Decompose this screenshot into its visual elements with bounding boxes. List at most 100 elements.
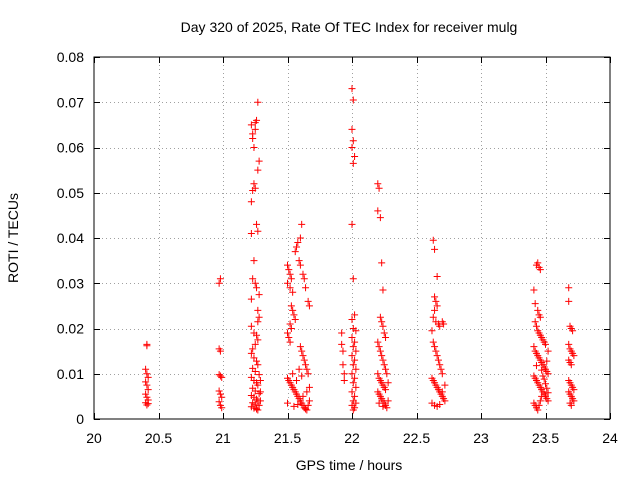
data-point: [384, 397, 392, 405]
data-point: [296, 234, 304, 242]
grid: [94, 57, 610, 419]
data-point: [376, 313, 384, 321]
data-point: [143, 342, 151, 350]
data-point: [287, 325, 295, 332]
data-point: [303, 406, 311, 414]
data-point: [250, 257, 258, 265]
x-tick-label: 21.5: [274, 430, 301, 446]
data-point: [294, 239, 302, 247]
x-tick-label: 20.5: [145, 430, 172, 446]
data-point: [340, 377, 348, 385]
data-point: [142, 390, 150, 398]
data-point: [251, 387, 259, 395]
x-tick-label: 23.5: [532, 430, 559, 446]
data-point: [543, 384, 551, 392]
y-tick-label: 0.06: [57, 140, 84, 156]
data-point: [299, 392, 307, 400]
data-point: [303, 365, 311, 373]
data-point: [431, 343, 439, 351]
data-point: [250, 144, 258, 151]
x-tick-label: 22: [344, 430, 360, 446]
data-point: [215, 398, 223, 406]
data-point: [247, 121, 255, 129]
data-point: [284, 279, 291, 287]
data-point: [247, 349, 255, 357]
data-point: [565, 340, 573, 348]
data-point: [382, 365, 390, 373]
data-point: [433, 352, 441, 360]
data-point: [379, 402, 387, 410]
data-point: [253, 395, 261, 403]
data-point: [143, 401, 151, 409]
data-point: [349, 159, 357, 167]
data-point: [302, 405, 310, 413]
data-point: [379, 322, 387, 330]
data-point: [295, 257, 303, 265]
data-point: [253, 331, 261, 339]
x-tick-label: 22.5: [403, 430, 430, 446]
data-point: [384, 379, 392, 387]
data-point: [544, 397, 552, 405]
data-point: [249, 275, 257, 283]
data-point: [534, 259, 542, 267]
data-point: [429, 236, 437, 244]
data-point: [255, 390, 263, 398]
data-point: [255, 313, 263, 321]
data-point: [348, 334, 356, 342]
data-point: [251, 340, 259, 348]
data-point: [376, 214, 384, 222]
data-point: [351, 392, 359, 400]
data-point: [255, 371, 263, 379]
data-point: [351, 374, 359, 382]
data-point: [216, 275, 224, 283]
data-point: [254, 406, 262, 414]
data-point: [352, 327, 360, 335]
data-point: [349, 275, 357, 283]
data-point: [293, 377, 301, 385]
data-point: [383, 404, 391, 412]
x-tick-label: 20: [86, 430, 102, 446]
data-point: [536, 266, 544, 274]
data-point: [339, 361, 347, 369]
data-point: [569, 327, 577, 335]
x-axis-label: GPS time / hours: [296, 457, 403, 473]
data-point: [291, 315, 299, 323]
data-point: [285, 334, 293, 342]
y-tick-label: 0.01: [57, 366, 84, 382]
data-point: [247, 295, 255, 303]
data-point: [437, 365, 445, 373]
data-point: [254, 98, 262, 106]
data-point: [300, 356, 308, 364]
data-point: [296, 261, 304, 269]
data-point: [440, 320, 448, 328]
data-point: [348, 220, 356, 228]
y-tick-label: 0.07: [57, 94, 84, 110]
data-point: [291, 248, 299, 256]
y-tick-label: 0.02: [57, 321, 84, 337]
data-point: [294, 401, 302, 409]
data-point: [255, 157, 263, 165]
data-point: [251, 125, 259, 133]
data-point: [305, 302, 313, 310]
data-point: [534, 306, 542, 314]
data-point: [376, 347, 384, 355]
data-point: [254, 361, 262, 369]
y-tick-label: 0.08: [57, 49, 84, 65]
data-point: [304, 401, 312, 409]
data-point: [256, 377, 264, 385]
data-point: [431, 245, 439, 253]
data-point: [378, 352, 386, 360]
data-point: [433, 302, 441, 310]
data-point: [253, 220, 261, 228]
data-point: [379, 286, 387, 294]
data-point: [290, 311, 298, 319]
data-point: [298, 347, 306, 355]
data-point: [254, 336, 262, 344]
data-point: [299, 352, 307, 360]
data-point: [428, 327, 436, 335]
data-point: [570, 352, 578, 360]
data-point: [438, 388, 446, 396]
data-point: [540, 375, 548, 383]
data-point: [433, 272, 441, 280]
data-point: [348, 352, 356, 360]
